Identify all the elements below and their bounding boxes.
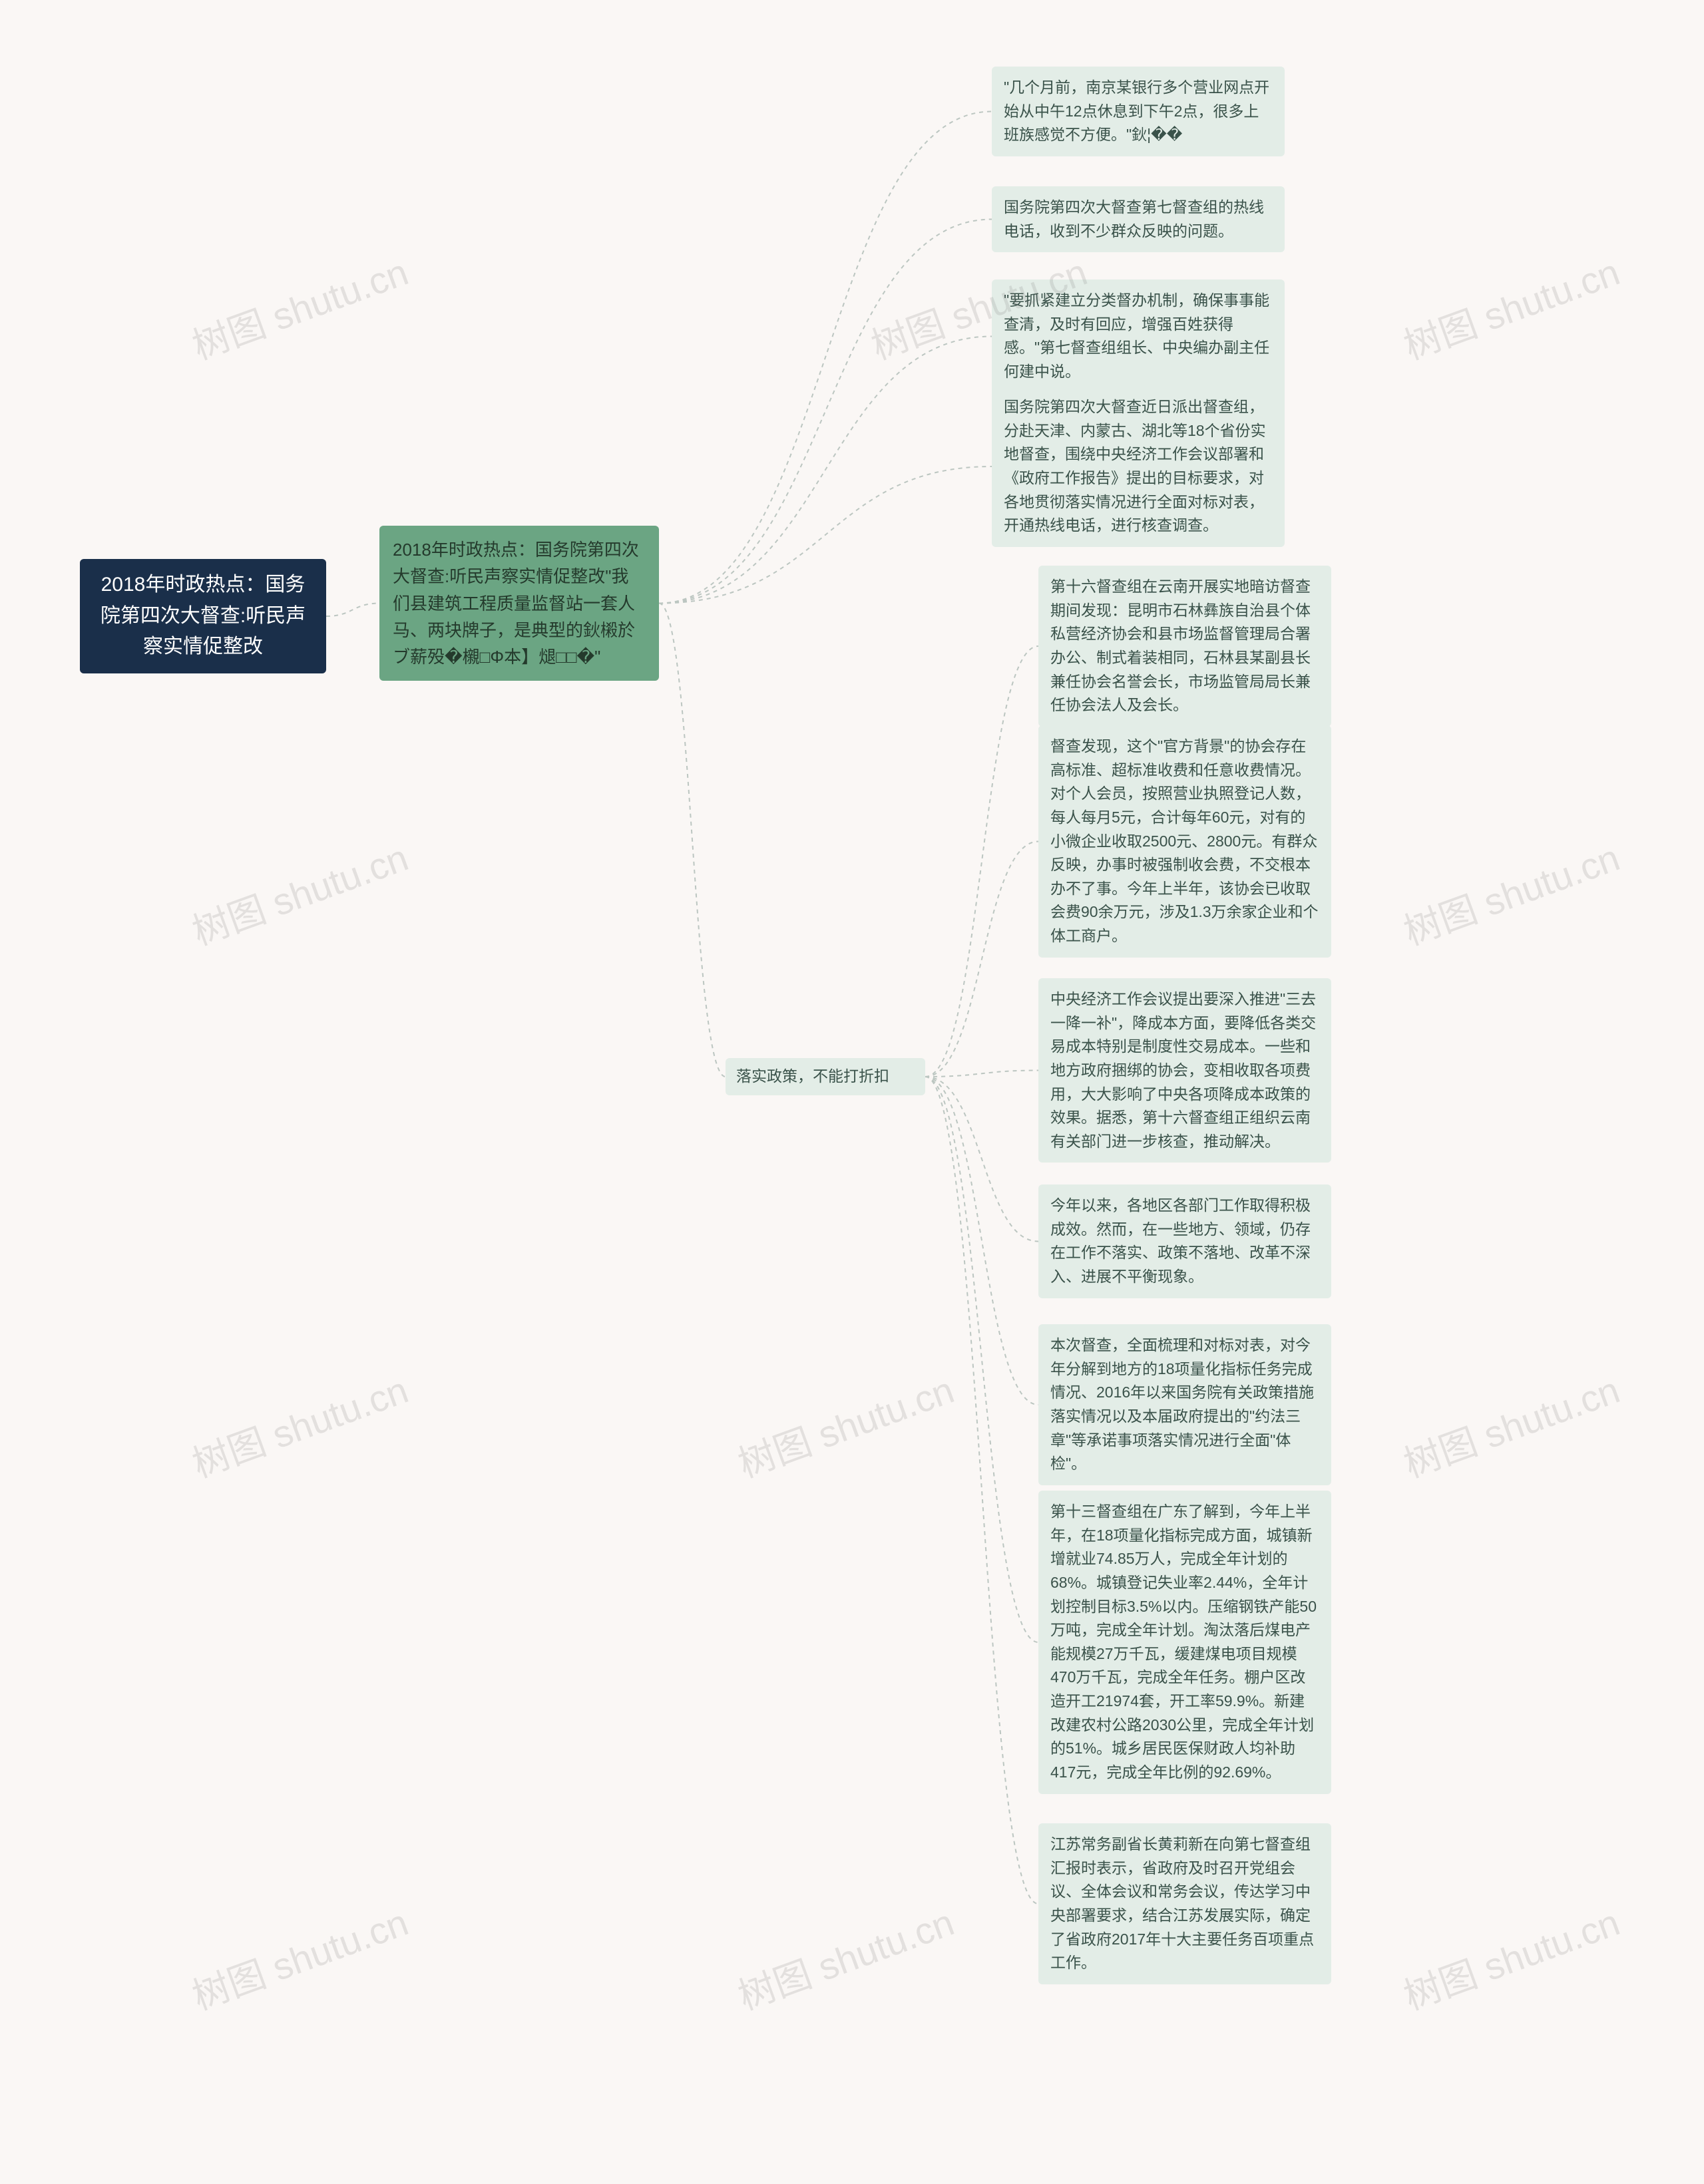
level1-node[interactable]: 2018年时政热点：国务院第四次大督查:听民声察实情促整改"我们县建筑工程质量监…	[379, 526, 659, 681]
root-node[interactable]: 2018年时政热点：国务院第四次大督查:听民声察实情促整改	[80, 559, 326, 673]
level3-label: "要抓紧建立分类督办机制，确保事事能查清，及时有回应，增强百姓获得感。"第七督查…	[1004, 291, 1269, 380]
level3-node[interactable]: 第十三督查组在广东了解到，今年上半年，在18项量化指标完成方面，城镇新增就业74…	[1038, 1491, 1331, 1794]
level3-label: 中央经济工作会议提出要深入推进"三去一降一补"，降成本方面，要降低各类交易成本特…	[1050, 990, 1316, 1150]
watermark: 树图 shutu.cn	[1395, 1893, 1626, 2020]
watermark: 树图 shutu.cn	[184, 1893, 415, 2020]
level3-label: 国务院第四次大督查近日派出督查组，分赴天津、内蒙古、湖北等18个省份实地督查，围…	[1004, 398, 1266, 534]
level3-node[interactable]: 第十六督查组在云南开展实地暗访督查期间发现：昆明市石林彝族自治县个体私营经济协会…	[1038, 566, 1331, 727]
level3-node[interactable]: 国务院第四次大督查近日派出督查组，分赴天津、内蒙古、湖北等18个省份实地督查，围…	[992, 386, 1285, 547]
level1-label: 2018年时政热点：国务院第四次大督查:听民声察实情促整改"我们县建筑工程质量监…	[393, 540, 639, 667]
watermark: 树图 shutu.cn	[730, 1893, 960, 2020]
mindmap-canvas: 2018年时政热点：国务院第四次大督查:听民声察实情促整改 2018年时政热点：…	[0, 0, 1704, 2184]
watermark: 树图 shutu.cn	[184, 242, 415, 370]
watermark: 树图 shutu.cn	[184, 828, 415, 956]
watermark: 树图 shutu.cn	[730, 1360, 960, 1488]
level3-node[interactable]: 本次督查，全面梳理和对标对表，对今年分解到地方的18项量化指标任务完成情况、20…	[1038, 1324, 1331, 1485]
level2-node[interactable]: 落实政策，不能打折扣	[726, 1058, 925, 1095]
level3-label: 督查发现，这个"官方背景"的协会存在高标准、超标准收费和任意收费情况。对个人会员…	[1050, 737, 1319, 944]
level3-node[interactable]: "几个月前，南京某银行多个营业网点开始从中午12点休息到下午2点，很多上班族感觉…	[992, 67, 1285, 156]
level2-label: 落实政策，不能打折扣	[736, 1067, 889, 1085]
level3-node[interactable]: "要抓紧建立分类督办机制，确保事事能查清，及时有回应，增强百姓获得感。"第七督查…	[992, 279, 1285, 393]
level3-node[interactable]: 今年以来，各地区各部门工作取得积极成效。然而，在一些地方、领域，仍存在工作不落实…	[1038, 1184, 1331, 1298]
level3-label: 第十三督查组在广东了解到，今年上半年，在18项量化指标完成方面，城镇新增就业74…	[1050, 1503, 1317, 1781]
watermark: 树图 shutu.cn	[184, 1360, 415, 1488]
level3-label: 江苏常务副省长黄莉新在向第七督查组汇报时表示，省政府及时召开党组会议、全体会议和…	[1050, 1835, 1314, 1971]
level3-node[interactable]: 国务院第四次大督查第七督查组的热线电话，收到不少群众反映的问题。	[992, 186, 1285, 252]
watermark: 树图 shutu.cn	[1395, 242, 1626, 370]
level3-node[interactable]: 中央经济工作会议提出要深入推进"三去一降一补"，降成本方面，要降低各类交易成本特…	[1038, 978, 1331, 1163]
level3-label: 今年以来，各地区各部门工作取得积极成效。然而，在一些地方、领域，仍存在工作不落实…	[1050, 1196, 1311, 1285]
root-label: 2018年时政热点：国务院第四次大督查:听民声察实情促整改	[101, 574, 306, 657]
level3-label: 国务院第四次大督查第七督查组的热线电话，收到不少群众反映的问题。	[1004, 198, 1264, 240]
watermark: 树图 shutu.cn	[1395, 1360, 1626, 1488]
level3-label: 第十六督查组在云南开展实地暗访督查期间发现：昆明市石林彝族自治县个体私营经济协会…	[1050, 578, 1311, 713]
watermark: 树图 shutu.cn	[1395, 828, 1626, 956]
level3-node[interactable]: 江苏常务副省长黄莉新在向第七督查组汇报时表示，省政府及时召开党组会议、全体会议和…	[1038, 1823, 1331, 1984]
level3-node[interactable]: 督查发现，这个"官方背景"的协会存在高标准、超标准收费和任意收费情况。对个人会员…	[1038, 725, 1331, 958]
level3-label: 本次督查，全面梳理和对标对表，对今年分解到地方的18项量化指标任务完成情况、20…	[1050, 1336, 1314, 1472]
level3-label: "几个月前，南京某银行多个营业网点开始从中午12点休息到下午2点，很多上班族感觉…	[1004, 79, 1269, 143]
